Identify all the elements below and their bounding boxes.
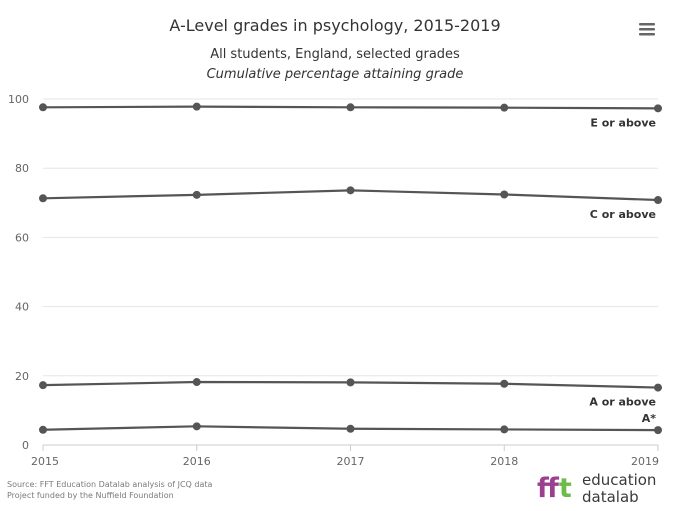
- series-label: E or above: [590, 116, 656, 129]
- x-tick-label: 2015: [31, 455, 59, 468]
- logo-word-education: education: [582, 471, 656, 489]
- gridlines: [43, 98, 658, 377]
- data-point[interactable]: [346, 103, 355, 112]
- fft-logo: fft education datalab: [537, 471, 656, 506]
- y-tick-label: 80: [15, 162, 29, 175]
- chart-subtitle-secondary: Cumulative percentage attaining grade: [207, 67, 464, 82]
- data-point[interactable]: [500, 103, 509, 112]
- data-point[interactable]: [654, 196, 662, 205]
- data-point[interactable]: [654, 104, 662, 113]
- data-point[interactable]: [346, 186, 355, 195]
- x-axis: 2015 2016 2017 2018 2019: [31, 444, 659, 468]
- series-group: E or above C or above A or above A*: [39, 102, 662, 435]
- x-tick-label: 2017: [337, 455, 365, 468]
- y-tick-label: 60: [15, 231, 29, 244]
- series-c-or-above: C or above: [39, 186, 662, 221]
- data-point[interactable]: [192, 422, 201, 431]
- data-point[interactable]: [500, 190, 509, 199]
- y-tick-label: 0: [22, 439, 29, 452]
- data-point[interactable]: [346, 424, 355, 433]
- menu-button[interactable]: [636, 18, 658, 40]
- hamburger-menu-icon: [639, 23, 655, 36]
- data-point[interactable]: [346, 378, 355, 387]
- logo-word-datalab: datalab: [582, 488, 639, 506]
- data-point[interactable]: [39, 381, 47, 390]
- chart-title: A-Level grades in psychology, 2015-2019: [169, 16, 500, 35]
- funding-note: Project funded by the Nuffield Foundatio…: [7, 491, 174, 500]
- series-label: A*: [642, 412, 657, 425]
- series-a-or-above: A or above: [39, 378, 662, 409]
- series-label: C or above: [590, 208, 656, 221]
- data-point[interactable]: [39, 425, 47, 434]
- source-note: Source: FFT Education Datalab analysis o…: [7, 480, 213, 489]
- chart-subtitle: All students, England, selected grades: [210, 47, 460, 62]
- data-point[interactable]: [192, 102, 201, 111]
- fft-logo-mark: fft: [537, 473, 572, 504]
- data-point[interactable]: [500, 425, 509, 434]
- y-tick-label: 40: [15, 301, 29, 314]
- data-point[interactable]: [39, 103, 47, 112]
- x-tick-label: 2019: [631, 455, 659, 468]
- data-point[interactable]: [192, 190, 201, 199]
- y-tick-label: 100: [8, 93, 29, 106]
- x-tick-label: 2016: [183, 455, 211, 468]
- series-a: A*: [39, 412, 662, 435]
- data-point[interactable]: [192, 378, 201, 387]
- series-label: A or above: [589, 396, 656, 409]
- data-point[interactable]: [654, 426, 662, 435]
- y-tick-label: 20: [15, 370, 29, 383]
- data-point[interactable]: [500, 379, 509, 388]
- data-point[interactable]: [654, 383, 662, 392]
- x-tick-label: 2018: [490, 455, 518, 468]
- data-point[interactable]: [39, 194, 47, 203]
- y-axis-ticks: 0 20 40 60 80 100: [8, 93, 29, 452]
- series-e-or-above: E or above: [39, 102, 662, 129]
